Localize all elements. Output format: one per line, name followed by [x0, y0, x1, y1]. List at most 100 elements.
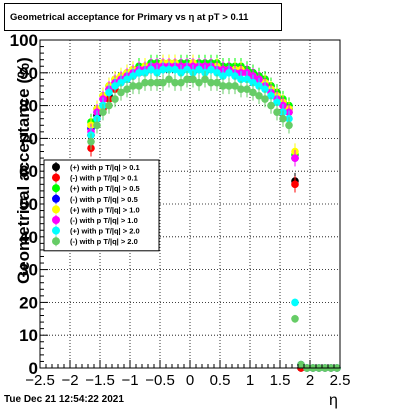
data-point [147, 65, 155, 74]
data-point [87, 137, 95, 146]
legend-entry-label: (+) with p T/|q| > 0.1 [70, 163, 140, 172]
y-tick-label: 80 [19, 97, 38, 116]
data-point [291, 154, 299, 162]
series-7 [87, 71, 341, 372]
data-point [225, 69, 233, 77]
y-tick-label: 20 [19, 293, 38, 312]
legend-entry-label: (-) with p T/|q| > 1.0 [70, 216, 138, 225]
data-point [195, 65, 203, 74]
x-tick-label: −2 [61, 372, 78, 389]
data-point [219, 82, 227, 90]
data-point [123, 75, 131, 84]
data-point [177, 69, 185, 77]
y-tick-label: 50 [19, 195, 38, 214]
x-axis-label: η [329, 392, 338, 409]
timestamp: Tue Dec 21 12:54:22 2021 [4, 394, 124, 405]
data-point [123, 85, 131, 93]
data-point [99, 108, 107, 116]
plot-ticks: −2.5 −2 −1.5 −1 −0.5 0 0.5 1 1.5 2 2.5 0 10 20 30 40 50 6… [10, 31, 351, 389]
data-point [93, 121, 101, 130]
legend: (+) with p T/|q| > 0.1 (-) with p T/|q| >… [43, 159, 160, 252]
y-tick-label: 70 [19, 129, 38, 148]
data-point [177, 78, 185, 87]
data-point [153, 69, 161, 77]
data-point [261, 85, 269, 93]
data-point [141, 69, 149, 77]
data-point [105, 101, 113, 110]
data-point [135, 69, 143, 77]
legend-entry-label: (-) with p T/|q| > 0.5 [70, 195, 138, 204]
data-point [117, 88, 125, 97]
data-point [225, 82, 233, 90]
x-tick-label: 2.5 [330, 372, 351, 389]
data-point [213, 78, 221, 87]
y-tick-label: 40 [19, 228, 38, 247]
data-point [129, 82, 137, 90]
data-point [267, 91, 275, 100]
x-tick-label: −1 [121, 372, 138, 389]
chart-title: Geometrical acceptance for Primary vs η … [4, 3, 282, 31]
legend-entry-label: (+) with p T/|q| > 0.5 [70, 184, 140, 193]
y-tick-label: 90 [19, 64, 38, 83]
x-tick-label: −2.5 [25, 372, 55, 389]
data-point [135, 82, 143, 90]
data-point [231, 82, 239, 90]
y-tick-label: 60 [19, 162, 38, 181]
data-point [291, 298, 299, 307]
x-tick-label: 1.5 [270, 372, 291, 389]
y-tick-label: 100 [10, 31, 38, 50]
legend-entry-label: (+) with p T/|q| > 2.0 [70, 227, 140, 236]
data-point [111, 95, 119, 103]
data-point [243, 75, 251, 84]
data-point [189, 75, 197, 84]
x-tick-label: −1.5 [85, 372, 115, 389]
data-point [171, 65, 179, 74]
data-point [153, 78, 161, 87]
data-point [285, 121, 293, 130]
data-point [183, 65, 191, 74]
y-tick-label: 30 [19, 261, 38, 280]
data-point [165, 65, 173, 74]
data-point [105, 88, 113, 97]
data-point [207, 65, 215, 74]
data-point [159, 78, 167, 87]
data-point [219, 72, 227, 80]
y-tick-label: 10 [19, 326, 38, 345]
y-tick-label: 0 [29, 359, 38, 378]
y-axis-label: Geometrical acceptance (%) [14, 57, 33, 284]
legend-box [43, 159, 160, 252]
data-point [243, 85, 251, 93]
data-point [183, 75, 191, 84]
data-point [291, 315, 299, 323]
data-point [231, 72, 239, 80]
data-point [117, 78, 125, 87]
data-point [267, 101, 275, 110]
data-point [165, 75, 173, 84]
data-point [207, 78, 215, 87]
x-tick-label: −0.5 [145, 372, 175, 389]
data-point [201, 75, 209, 84]
legend-entry-label: (-) with p T/|q| > 0.1 [70, 174, 138, 183]
data-point [297, 360, 305, 369]
data-point [249, 78, 257, 87]
data-point [141, 78, 149, 87]
data-point [249, 88, 257, 97]
data-point [261, 95, 269, 103]
data-point [159, 65, 167, 74]
data-point [237, 85, 245, 93]
x-tick-label: 0 [186, 372, 194, 389]
data-point [213, 69, 221, 77]
x-tick-label: 0.5 [210, 372, 231, 389]
legend-entry-label: (-) with p T/|q| > 2.0 [70, 237, 138, 246]
legend-entry-label: (+) with p T/|q| > 1.0 [70, 205, 140, 214]
data-point [147, 78, 155, 87]
x-tick-label: 2 [306, 372, 314, 389]
data-point [291, 180, 299, 189]
data-point [273, 108, 281, 116]
data-point [195, 78, 203, 87]
data-point [255, 91, 263, 100]
data-point [237, 75, 245, 84]
data-point [273, 98, 281, 107]
data-point [255, 82, 263, 90]
